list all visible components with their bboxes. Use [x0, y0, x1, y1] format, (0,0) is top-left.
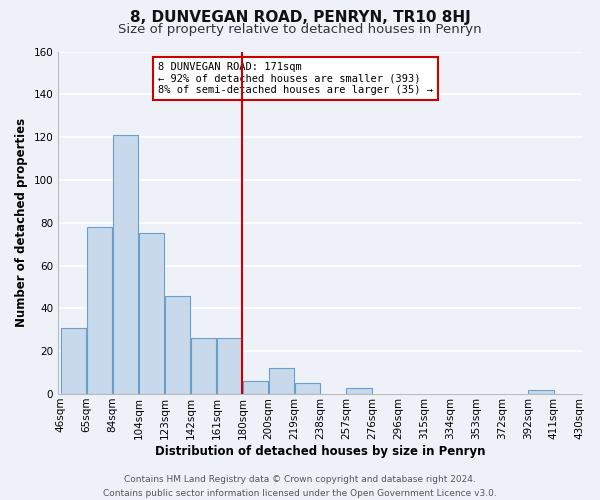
Bar [165, 296, 190, 394]
Bar [139, 234, 164, 394]
Text: Size of property relative to detached houses in Penryn: Size of property relative to detached ho… [118, 22, 482, 36]
X-axis label: Distribution of detached houses by size in Penryn: Distribution of detached houses by size … [155, 444, 485, 458]
Bar [113, 135, 139, 394]
Bar [87, 227, 112, 394]
Bar [346, 388, 372, 394]
Bar [191, 338, 216, 394]
Text: 8, DUNVEGAN ROAD, PENRYN, TR10 8HJ: 8, DUNVEGAN ROAD, PENRYN, TR10 8HJ [130, 10, 470, 25]
Bar [295, 384, 320, 394]
Y-axis label: Number of detached properties: Number of detached properties [15, 118, 28, 328]
Bar [61, 328, 86, 394]
Text: 8 DUNVEGAN ROAD: 171sqm
← 92% of detached houses are smaller (393)
8% of semi-de: 8 DUNVEGAN ROAD: 171sqm ← 92% of detache… [158, 62, 433, 95]
Bar [269, 368, 294, 394]
Bar [528, 390, 554, 394]
Text: Contains HM Land Registry data © Crown copyright and database right 2024.
Contai: Contains HM Land Registry data © Crown c… [103, 476, 497, 498]
Bar [242, 381, 268, 394]
Bar [217, 338, 242, 394]
